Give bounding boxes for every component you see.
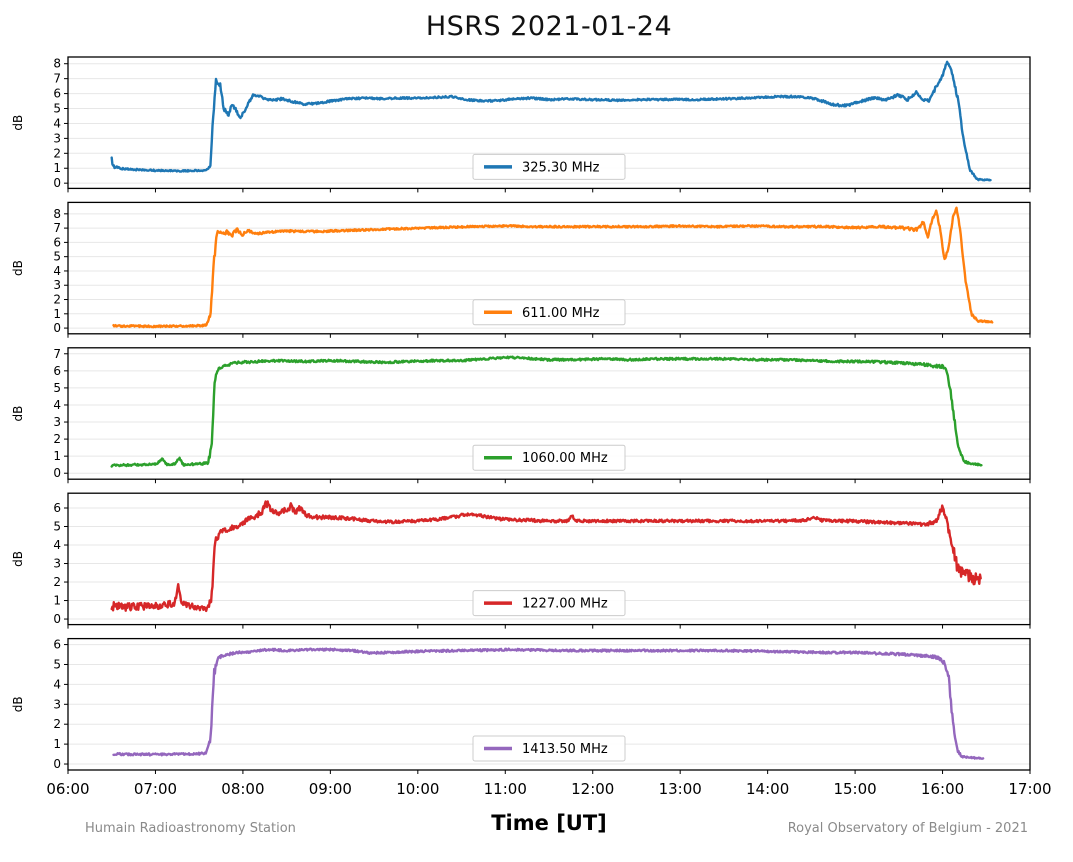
y-tick-label: 5	[53, 250, 61, 264]
y-tick-label: 4	[53, 538, 61, 552]
page-title: HSRS 2021-01-24	[425, 11, 673, 42]
panel-frame	[67, 201, 1031, 335]
x-tick-label: 15:00	[833, 780, 876, 798]
panel-frame	[67, 347, 1031, 480]
x-tick-label: 12:00	[571, 780, 614, 798]
y-tick-label: 8	[53, 57, 61, 71]
y-tick-label: 5	[53, 520, 61, 534]
y-tick-label: 2	[53, 432, 61, 446]
x-tick-label: 11:00	[484, 780, 527, 798]
legend-box	[472, 735, 626, 762]
y-tick-label: 6	[53, 364, 61, 378]
y-tick-label: 7	[53, 72, 61, 86]
x-tick-label: 16:00	[921, 780, 964, 798]
y-axis-label: dB	[11, 115, 25, 131]
y-tick-label: 4	[53, 116, 61, 130]
y-tick-label: 3	[53, 697, 61, 711]
y-tick-label: 3	[53, 557, 61, 571]
legend-label: 1413.50 MHz	[522, 742, 608, 757]
y-tick-label: 1	[53, 737, 61, 751]
legend-box	[472, 153, 626, 180]
legend-label: 1227.00 MHz	[522, 597, 608, 612]
y-tick-label: 2	[53, 146, 61, 160]
y-tick-label: 2	[53, 575, 61, 589]
y-axis-label: dB	[11, 406, 25, 422]
y-tick-label: 5	[53, 657, 61, 671]
y-tick-label: 4	[53, 398, 61, 412]
y-tick-label: 4	[53, 264, 61, 278]
y-tick-label: 3	[53, 278, 61, 292]
x-tick-label: 06:00	[46, 780, 89, 798]
series-line-1060.00-MHz	[110, 355, 983, 468]
y-tick-label: 6	[53, 638, 61, 652]
footer-station-name: Humain Radioastronomy Station	[85, 821, 296, 836]
y-axis-label: dB	[11, 696, 25, 712]
y-axis-label: dB	[11, 551, 25, 567]
legend-label: 611.00 MHz	[522, 306, 600, 321]
legend-label: 1060.00 MHz	[522, 451, 608, 466]
y-tick-label: 3	[53, 415, 61, 429]
y-tick-label: 1	[53, 161, 61, 175]
x-tick-label: 08:00	[221, 780, 264, 798]
y-tick-label: 1	[53, 594, 61, 608]
panel-1227.00-MHz: 0 1 2 3 4 5 6 dB 1227.00 MHz	[11, 492, 1031, 629]
panel-frame	[67, 492, 1031, 626]
y-tick-label: 0	[53, 176, 61, 190]
y-tick-label: 0	[53, 466, 61, 480]
y-tick-label: 5	[53, 381, 61, 395]
y-tick-label: 4	[53, 677, 61, 691]
series-line-611.00-MHz	[112, 206, 994, 329]
y-tick-label: 6	[53, 87, 61, 101]
y-tick-label: 1	[53, 449, 61, 463]
y-tick-label: 0	[53, 612, 61, 626]
x-tick-label: 17:00	[1008, 780, 1051, 798]
y-axis-label: dB	[11, 260, 25, 276]
y-tick-label: 6	[53, 235, 61, 249]
y-tick-label: 2	[53, 293, 61, 307]
y-tick-label: 8	[53, 207, 61, 221]
x-tick-label: 14:00	[746, 780, 789, 798]
x-tick-label: 07:00	[134, 780, 177, 798]
y-tick-label: 2	[53, 717, 61, 731]
series-line-1413.50-MHz	[112, 647, 985, 760]
panel-frame	[67, 56, 1031, 190]
footer-observatory-credit: Royal Observatory of Belgium - 2021	[787, 821, 1028, 836]
x-tick-label: 10:00	[396, 780, 439, 798]
series-line-1227.00-MHz	[110, 500, 982, 613]
y-tick-label: 3	[53, 131, 61, 145]
panel-1413.50-MHz: 0 1 2 3 4 5 6 dB 1413.50 MHz	[11, 638, 1031, 774]
legend-box	[472, 590, 626, 617]
y-tick-label: 0	[53, 321, 61, 335]
legend-label: 325.30 MHz	[522, 160, 600, 175]
y-tick-label: 5	[53, 102, 61, 116]
y-tick-label: 0	[53, 757, 61, 771]
series-line-325.30-MHz	[110, 60, 992, 182]
y-tick-label: 1	[53, 307, 61, 321]
x-axis-title: Time [UT]	[491, 811, 607, 835]
legend-box	[472, 299, 626, 326]
panel-1060.00-MHz: 0 1 2 3 4 5 6 7 dB 1060.00 MHz	[11, 347, 1031, 484]
y-tick-label: 6	[53, 501, 61, 515]
y-tick-label: 7	[53, 347, 61, 361]
y-tick-label: 7	[53, 221, 61, 235]
legend-box	[472, 444, 626, 471]
x-tick-label: 09:00	[309, 780, 352, 798]
x-tick-label: 13:00	[659, 780, 702, 798]
